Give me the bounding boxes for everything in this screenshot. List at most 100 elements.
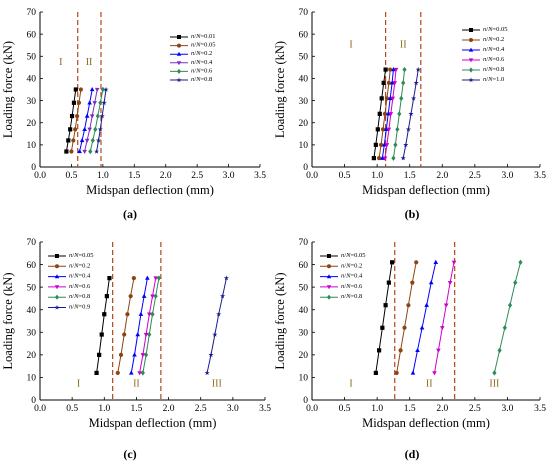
series-line [493,262,521,374]
data-point [492,370,497,376]
data-point [405,126,411,132]
y-tick-label: 0 [303,163,308,173]
data-point [79,137,85,143]
data-point [391,67,396,72]
data-point [90,137,95,144]
data-point [397,111,402,117]
data-point [443,303,449,308]
data-point [132,352,137,357]
x-tick-label: 1.5 [130,404,142,414]
y-tick-label: 50 [27,52,37,62]
series-line [139,278,157,373]
data-point [71,138,76,143]
data-point [141,293,147,298]
data-point [451,260,457,265]
data-point [382,156,388,161]
data-point [98,100,103,106]
y-tick-label: 50 [299,52,309,62]
x-tick-label: 2.0 [163,404,175,414]
legend-label: n/N=0.2 [341,263,362,270]
data-point [376,348,382,353]
y-tick-label: 70 [27,238,37,248]
data-point [103,86,109,92]
data-point [401,80,406,86]
series-line [96,89,107,152]
data-point [88,148,93,155]
chart-panel-2: 0.0 0.5 1.0 1.5 2.0 2.5 3.0 3.5 0 10 20 30 40 50 60 70 M… [273,8,546,221]
data-point [507,302,513,308]
y-tick-label: 0 [31,163,36,173]
legend-label: n/N=0.6 [341,283,363,290]
legend-label: n/N=0.01 [191,33,215,40]
data-point [413,80,419,86]
data-point [406,303,411,308]
panel-caption: (a) [123,207,137,221]
data-point [150,294,155,299]
data-point [95,137,102,143]
data-point [131,276,136,281]
legend-label: n/N=0.6 [483,56,505,63]
data-point [74,113,80,119]
x-tick-label: 3.0 [501,171,513,181]
data-point [379,96,384,101]
panel-caption: (d) [405,447,420,461]
data-point [208,352,214,358]
x-tick-label: 3.5 [534,404,546,414]
data-point [415,347,420,353]
data-point [147,331,152,338]
y-tick-label: 20 [27,119,37,129]
region-label: I [349,378,352,389]
x-tick-label: 0.5 [66,404,78,414]
data-point [99,332,104,337]
series-line [84,89,98,152]
x-tick-label: 0.5 [65,171,77,181]
data-point [115,370,120,376]
data-point [387,95,393,101]
data-point [73,127,78,132]
data-point [216,311,222,317]
data-point [204,370,210,376]
x-tick-label: 1.5 [404,171,416,181]
data-point [411,95,417,101]
x-tick-label: 1.0 [98,404,110,414]
data-point [82,126,87,132]
data-point [150,311,155,317]
series-line [206,277,227,374]
x-tick-label: 0.5 [339,404,351,414]
legend-label: n/N=0.4 [191,59,213,66]
data-point [77,148,82,154]
data-point [89,86,95,92]
data-point [408,111,414,117]
x-axis-title: Midspan deflection (mm) [362,416,490,430]
data-point [66,138,71,143]
data-point [220,293,226,299]
data-point [383,303,388,308]
y-tick-label: 70 [299,238,309,248]
data-point [153,293,158,299]
x-tick-label: 1.0 [371,404,383,414]
data-point [95,113,100,119]
data-point [94,370,99,376]
data-point [424,302,429,307]
data-point [400,155,406,161]
data-point [383,67,388,72]
y-axis-title: Loading force (kN) [273,41,287,138]
y-tick-label: 10 [27,374,37,384]
data-point [373,142,378,147]
x-tick-label: 3.5 [254,171,266,181]
legend-label: n/N=0.8 [69,294,90,301]
data-point [394,370,399,376]
data-point [469,28,473,32]
panel-caption: (c) [123,447,136,461]
data-point [391,155,396,161]
y-tick-label: 20 [299,351,309,361]
data-point [102,312,107,317]
data-point [93,126,98,133]
data-point [410,370,416,375]
data-point [99,113,105,119]
data-point [382,111,388,116]
legend-label: n/N=0.8 [483,66,504,73]
data-point [104,294,109,299]
data-point [399,95,404,102]
